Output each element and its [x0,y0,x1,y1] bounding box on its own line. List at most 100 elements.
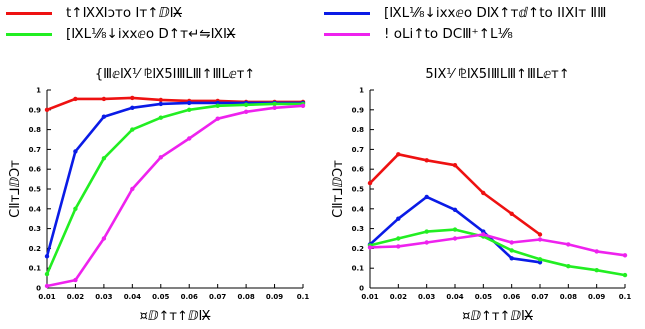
data-point [367,245,373,250]
x-tick-label: 0.04 [446,293,463,301]
x-axis-label: ¤ⅅ↑т↑ⅅⅨ̶ [140,309,211,324]
data-point [396,244,401,249]
data-point [509,211,514,216]
x-tick-label: 0.02 [390,293,407,301]
y-tick-label: 0.8 [352,126,365,134]
x-tick-label: 0.1 [619,293,632,301]
legend-item: [ⅨⅬ⅟⁄₈↓ixxⅇo ⅮⅨ↑тⅆ↑to IIⅩIт ⅡⅢ [324,3,606,23]
y-tick-label: 0.6 [29,166,42,174]
data-point [424,194,429,200]
x-tick-label: 0.03 [418,293,435,301]
data-point [130,127,135,132]
y-axis-label: ⅭⅡт⅃ⅅↃт [8,160,23,218]
data-point [622,253,628,258]
y-axis-label: ⅭⅡт⅃ⅅↃт [331,160,346,218]
legend-label: t↑ⅨⅪↄто Iт↑ⅅⅨ̶ [66,5,183,21]
x-tick-label: 0.05 [152,293,169,301]
legend-item: [ⅨⅬ⅟⁄₈↓ixxⅇo D↑т↵⇋ⅨⅨ̶ [6,24,235,44]
data-point [509,256,514,261]
series-line [369,228,626,277]
y-tick-label: 0.6 [352,166,365,174]
data-point [73,206,78,211]
data-point [130,95,135,101]
x-tick-label: 0.06 [503,293,520,301]
y-tick-label: 0.1 [29,265,42,273]
data-point [187,107,192,113]
x-axis-label: ¤ⅅ↑т↑ⅅⅨ̶ [462,309,533,324]
legend-swatch [324,11,370,15]
y-tick-label: 1 [36,87,41,95]
y-tick-label: 0.9 [352,106,365,114]
data-point [537,232,543,237]
data-point [452,227,458,232]
legend-item: ! oⅬi↑to DⅭⅢ⁺↑Ⅼ⅟⁄₈ [324,24,513,44]
data-point [187,100,192,106]
data-point [101,96,107,102]
legend-item: t↑ⅨⅪↄто Iт↑ⅅⅨ̶ [6,3,182,23]
x-tick-label: 0.09 [266,293,283,301]
data-point [44,254,50,259]
data-point [566,264,571,269]
chart-title: {ⅢⅇⅨ⅟ ⅊Ⅸ5ⅠⅢⅬⅢ↑ⅢⅬⅇт↑ [95,67,255,82]
y-tick-label: 0.7 [352,146,365,154]
x-tick-label: 0.1 [297,293,310,301]
x-tick-label: 0.06 [181,293,198,301]
data-point [424,158,429,163]
data-point [396,216,401,221]
x-tick-label: 0.02 [67,293,84,301]
chart-title: 5ⅠⅩ⅟ ⅊Ⅸ5ⅠⅢⅬⅢ↑ⅢⅬⅇт↑ [425,67,569,82]
y-tick-label: 0 [359,285,364,293]
series-line [46,104,304,288]
data-point [622,272,628,278]
data-point [396,236,401,241]
data-point [481,190,486,196]
y-tick-label: 0.2 [352,245,365,253]
y-tick-label: 0.2 [29,245,42,253]
y-tick-label: 0.8 [29,126,42,134]
x-tick-label: 0.01 [38,293,55,301]
data-point [272,105,277,111]
data-point [101,114,107,119]
data-point [396,152,401,157]
data-point [158,101,163,107]
x-tick-label: 0.08 [560,293,577,301]
y-tick-label: 0.4 [352,205,365,213]
data-point [537,257,543,262]
legend-swatch [6,11,52,15]
legend-label: ! oⅬi↑to DⅭⅢ⁺↑Ⅼ⅟⁄₈ [384,26,513,42]
data-point [73,96,78,102]
data-point [243,109,249,115]
y-tick-label: 0.7 [29,146,42,154]
y-tick-label: 0.1 [352,265,365,273]
x-tick-label: 0.04 [124,293,141,301]
data-point [452,207,458,212]
y-tick-label: 0.3 [29,225,42,233]
data-point [452,163,458,168]
data-point [594,249,599,254]
y-tick-label: 0.5 [352,186,365,194]
data-point [481,232,486,237]
data-point [158,155,163,160]
data-point [44,107,50,113]
data-point [101,236,107,241]
data-point [130,105,135,111]
y-tick-label: 0.9 [29,106,42,114]
data-point [367,180,373,186]
data-point [44,283,50,289]
x-tick-label: 0.03 [95,293,112,301]
y-tick-label: 0.5 [29,186,42,194]
data-point [243,102,249,108]
data-point [424,229,429,234]
x-tick-label: 0.07 [209,293,226,301]
data-point [101,156,107,161]
data-point [272,101,277,107]
legend: t↑ⅨⅪↄто Iт↑ⅅⅨ̶ [ⅨⅬ⅟⁄₈↓ixxⅇo ⅮⅨ↑тⅆ↑to IIⅩ… [0,0,645,50]
y-tick-label: 1 [359,87,364,95]
data-point [44,271,50,277]
data-point [187,136,192,141]
data-point [509,248,514,253]
x-tick-label: 0.01 [361,293,378,301]
data-point [73,277,78,283]
data-point [537,237,543,242]
